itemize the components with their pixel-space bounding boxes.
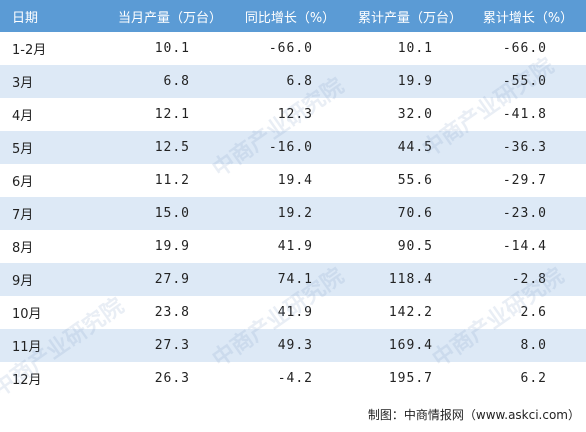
header-cell: 同比增长（%）: [244, 10, 336, 26]
date-cell: 8月: [12, 241, 34, 256]
table-row: 3月 6.8 6.8 19.9 -55.0: [0, 65, 586, 98]
value-cell: 11.2: [154, 173, 190, 188]
table-row: 5月 12.5 -16.0 44.5 -36.3: [0, 131, 586, 164]
date-cell: 11月: [12, 340, 42, 355]
date-cell: 3月: [12, 76, 34, 91]
value-cell: 15.0: [154, 206, 190, 221]
date-cell: 10月: [12, 307, 42, 322]
value-cell: -66.0: [502, 41, 547, 56]
date-cell: 7月: [12, 208, 34, 223]
table-row: 8月 19.9 41.9 90.5 -14.4: [0, 230, 586, 263]
value-cell: 6.8: [286, 74, 313, 89]
value-cell: 12.1: [154, 107, 190, 122]
table-row: 4月 12.1 12.3 32.0 -41.8: [0, 98, 586, 131]
header-cell: 日期: [12, 10, 39, 26]
value-cell: -66.0: [268, 41, 313, 56]
value-cell: -2.8: [511, 272, 547, 287]
value-cell: -14.4: [502, 239, 547, 254]
value-cell: 10.1: [154, 41, 190, 56]
value-cell: 19.9: [397, 74, 433, 89]
header-row: 日期 当月产量（万台） 同比增长（%） 累计产量（万台） 累计增长（%）: [0, 0, 586, 32]
value-cell: 8.0: [520, 338, 547, 353]
value-cell: 49.3: [277, 338, 313, 353]
table-row: 9月 27.9 74.1 118.4 -2.8: [0, 263, 586, 296]
table-row: 1-2月 10.1 -66.0 10.1 -66.0: [0, 32, 586, 65]
value-cell: 12.3: [277, 107, 313, 122]
value-cell: 10.1: [397, 41, 433, 56]
value-cell: -23.0: [502, 206, 547, 221]
value-cell: -36.3: [502, 140, 547, 155]
value-cell: -41.8: [502, 107, 547, 122]
table-row: 10月 23.8 41.9 142.2 2.6: [0, 296, 586, 329]
value-cell: 41.9: [277, 239, 313, 254]
value-cell: 6.2: [520, 371, 547, 386]
value-cell: 26.3: [154, 371, 190, 386]
value-cell: 19.2: [277, 206, 313, 221]
header-cell: 当月产量（万台）: [117, 10, 222, 26]
footer-credit: 制图：中商情报网（www.askci.com）: [367, 408, 580, 422]
date-cell: 12月: [12, 373, 42, 388]
table-row: 7月 15.0 19.2 70.6 -23.0: [0, 197, 586, 230]
value-cell: 55.6: [397, 173, 433, 188]
value-cell: 2.6: [520, 305, 547, 320]
value-cell: 142.2: [388, 305, 433, 320]
value-cell: -4.2: [277, 371, 313, 386]
value-cell: 44.5: [397, 140, 433, 155]
header-cell: 累计增长（%）: [482, 10, 574, 26]
date-cell: 6月: [12, 175, 34, 190]
date-cell: 9月: [12, 274, 34, 289]
value-cell: 195.7: [388, 371, 433, 386]
date-cell: 4月: [12, 109, 34, 124]
date-cell: 1-2月: [12, 43, 47, 58]
header-cell: 累计产量（万台）: [357, 10, 462, 26]
value-cell: -16.0: [268, 140, 313, 155]
value-cell: -55.0: [502, 74, 547, 89]
value-cell: 27.9: [154, 272, 190, 287]
value-cell: 6.8: [163, 74, 190, 89]
table-row: 6月 11.2 19.4 55.6 -29.7: [0, 164, 586, 197]
value-cell: 19.4: [277, 173, 313, 188]
value-cell: 169.4: [388, 338, 433, 353]
value-cell: 118.4: [388, 272, 433, 287]
value-cell: 70.6: [397, 206, 433, 221]
value-cell: 12.5: [154, 140, 190, 155]
value-cell: 90.5: [397, 239, 433, 254]
value-cell: 23.8: [154, 305, 190, 320]
value-cell: 74.1: [277, 272, 313, 287]
data-table: 日期 当月产量（万台） 同比增长（%） 累计产量（万台） 累计增长（%） 1-2月 10.1…: [0, 0, 586, 395]
table-row: 12月 26.3 -4.2 195.7 6.2: [0, 362, 586, 395]
table-row: 11月 27.3 49.3 169.4 8.0: [0, 329, 586, 362]
value-cell: 32.0: [397, 107, 433, 122]
value-cell: 27.3: [154, 338, 190, 353]
value-cell: -29.7: [502, 173, 547, 188]
value-cell: 41.9: [277, 305, 313, 320]
date-cell: 5月: [12, 142, 34, 157]
value-cell: 19.9: [154, 239, 190, 254]
